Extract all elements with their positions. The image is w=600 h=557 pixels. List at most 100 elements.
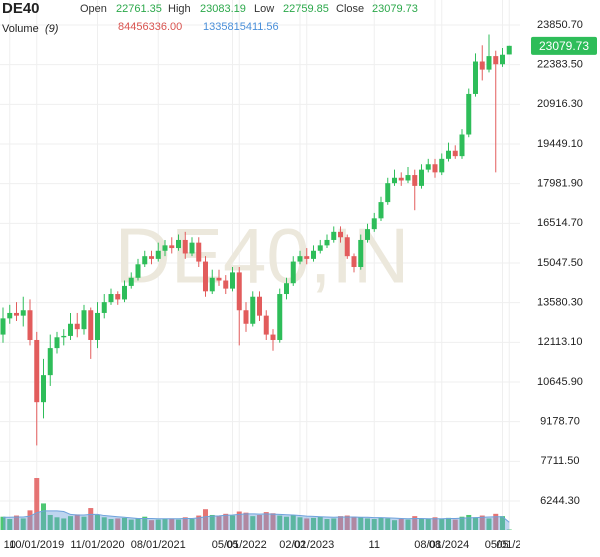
candle-body: [378, 202, 384, 219]
high-value: 23083.19: [200, 3, 246, 15]
volume-bar: [371, 519, 377, 530]
volume-bar: [452, 519, 458, 530]
volume-bar: [189, 519, 195, 530]
x-tick-label: 08/01/2024: [414, 539, 469, 551]
candle-body: [304, 256, 310, 259]
candle-body: [419, 169, 424, 186]
candle-body: [317, 245, 323, 251]
candle-body: [331, 231, 337, 240]
x-tick-label: 02/01/2023: [279, 539, 334, 551]
volume-ma-value: 1335815411.56: [203, 21, 279, 33]
candle-body: [446, 150, 451, 159]
volume-bar: [196, 515, 202, 530]
candle-body: [479, 61, 485, 70]
candle-body: [432, 164, 438, 173]
volume-bar: [277, 515, 283, 530]
candle-body: [95, 312, 100, 340]
candle-body: [223, 280, 229, 289]
volume-bar: [479, 515, 485, 530]
x-tick-label: 11/01/2020: [70, 539, 124, 551]
candle-body: [236, 272, 242, 311]
volume-bar: [250, 516, 256, 530]
low-label: Low: [254, 3, 274, 15]
volume-bar: [270, 513, 276, 530]
candle-body: [405, 175, 411, 181]
volume-bar: [155, 519, 161, 530]
volume-bar: [344, 515, 350, 530]
volume-bar: [385, 518, 391, 530]
volume-bar: [115, 518, 121, 530]
volume-bar: [68, 516, 73, 530]
volume-bar: [473, 517, 478, 530]
volume-bar: [236, 511, 242, 530]
candle-body: [14, 312, 19, 316]
y-tick-label: 9178.70: [540, 416, 580, 428]
volume-bar: [284, 516, 289, 530]
high-label: High: [168, 3, 191, 15]
volume-bar: [101, 517, 107, 530]
x-tick-label: 05: [226, 539, 238, 551]
volume-bar: [27, 510, 33, 530]
volume-bar: [162, 519, 168, 530]
candle-body: [230, 272, 235, 289]
volume-bar: [439, 519, 445, 530]
volume-bar: [405, 519, 411, 530]
volume-bar: [351, 516, 357, 530]
volume-bar: [209, 514, 215, 530]
volume-bar: [20, 518, 26, 530]
volume-bar: [486, 518, 492, 530]
volume-bar: [135, 518, 141, 530]
volume-bar: [338, 516, 343, 530]
volume-bar: [0, 516, 6, 530]
y-tick-label: 7711.50: [541, 455, 580, 467]
candle-body: [493, 56, 499, 65]
candle-body: [7, 312, 13, 319]
candle-body: [27, 310, 33, 340]
y-tick-label: 16514.70: [537, 217, 583, 229]
x-tick-label: 11: [369, 539, 380, 551]
candle-body: [162, 245, 168, 251]
candle-body: [128, 277, 134, 286]
y-tick-label: 17981.90: [537, 178, 583, 190]
candle-body: [115, 294, 121, 300]
volume-bar: [311, 517, 316, 530]
volume-bar: [108, 519, 114, 530]
candle-body: [0, 318, 6, 335]
candle-body: [20, 310, 26, 316]
candle-body: [34, 339, 40, 403]
candle-body: [284, 283, 289, 295]
y-tick-label: 22383.50: [537, 59, 583, 71]
y-tick-label: 12113.10: [537, 336, 582, 348]
volume-bar: [398, 519, 404, 530]
x-tick-label: 08/01/2021: [131, 539, 186, 551]
y-tick-label: 6244.30: [540, 495, 580, 507]
candle-body: [506, 45, 512, 55]
volume-bar: [290, 514, 296, 530]
y-tick-label: 10645.90: [537, 376, 583, 388]
candle-body: [338, 231, 343, 238]
low-value: 22759.85: [283, 3, 329, 15]
candle-body: [392, 177, 397, 184]
volume-bar: [203, 509, 208, 530]
volume-bar: [81, 516, 87, 530]
candle-body: [101, 302, 107, 313]
volume-bar: [358, 517, 364, 530]
y-tick-label: 20916.30: [537, 98, 583, 110]
candle-body: [398, 177, 404, 181]
y-axis: 23850.70 22383.50 20916.30 19449.10 17981.90…: [531, 19, 597, 507]
volume-bar: [74, 514, 80, 530]
open-value: 22761.35: [116, 3, 162, 15]
volume-bar: [257, 514, 262, 530]
candle-body: [155, 250, 161, 259]
close-label: Close: [336, 3, 364, 15]
volume-bar: [176, 519, 181, 530]
candle-body: [182, 239, 188, 254]
symbol: DE40: [2, 0, 40, 17]
price-tag: [531, 36, 597, 55]
volume-period: (9): [45, 23, 59, 35]
candle-body: [243, 310, 249, 324]
candle-body: [61, 335, 67, 338]
x-tick-label: 08: [429, 539, 441, 551]
volume-bar: [34, 478, 40, 530]
